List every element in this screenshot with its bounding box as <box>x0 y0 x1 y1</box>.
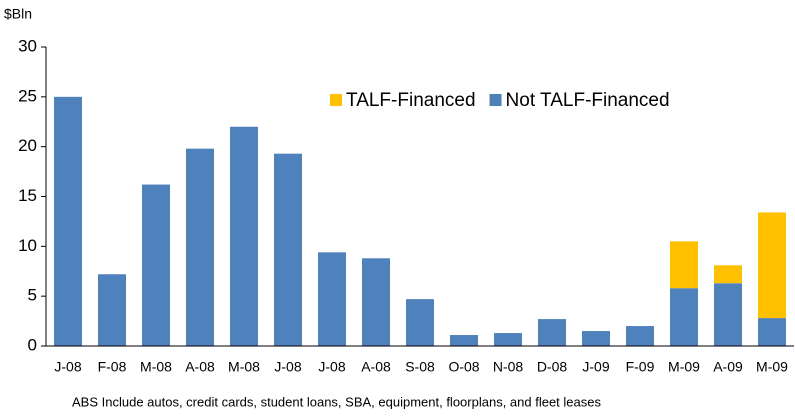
legend-label: Not TALF-Financed <box>506 90 670 111</box>
x-tick-label: S-08 <box>405 359 435 375</box>
y-tick-label: 30 <box>18 36 37 55</box>
bar-segment <box>670 288 698 346</box>
bar-segment <box>538 319 566 346</box>
footnote: ABS Include autos, credit cards, student… <box>72 394 601 409</box>
x-tick-label: A-08 <box>361 359 391 375</box>
bar-segment <box>406 299 434 346</box>
y-tick-label: 20 <box>18 136 37 155</box>
x-tick-label: J-08 <box>54 359 81 375</box>
x-tick-label: A-08 <box>185 359 215 375</box>
bar-segment <box>318 252 346 346</box>
bar-segment <box>450 335 478 346</box>
bar-segment <box>494 333 522 346</box>
y-tick-label: 25 <box>18 86 37 105</box>
legend-swatch <box>330 94 342 106</box>
y-tick-label: 5 <box>28 286 37 305</box>
x-tick-label: F-08 <box>98 359 127 375</box>
x-tick-label: O-08 <box>448 359 479 375</box>
x-tick-label: J-08 <box>318 359 345 375</box>
bar-segment <box>98 274 126 346</box>
bar-segment <box>670 241 698 289</box>
y-tick-label: 0 <box>28 335 37 354</box>
bar-segment <box>714 265 742 284</box>
bar-segment <box>186 148 214 346</box>
x-tick-label: M-09 <box>756 359 788 375</box>
x-tick-label: N-08 <box>493 359 524 375</box>
x-tick-label: A-09 <box>713 359 743 375</box>
bar-segment <box>758 318 786 346</box>
bar-segment <box>582 331 610 346</box>
bar-segment <box>230 126 258 346</box>
y-axis-label: $Bln <box>4 6 32 22</box>
bar-segment <box>626 326 654 346</box>
bar-segment <box>142 184 170 346</box>
bar-segment <box>274 153 302 346</box>
x-tick-label: J-09 <box>582 359 609 375</box>
bar-segment <box>54 96 82 346</box>
x-tick-label: M-08 <box>140 359 172 375</box>
legend-label: TALF-Financed <box>346 90 476 111</box>
bar-segment <box>362 258 390 346</box>
x-tick-label: M-08 <box>228 359 260 375</box>
bar-segment <box>758 212 786 319</box>
x-tick-label: J-08 <box>274 359 301 375</box>
x-tick-label: M-09 <box>668 359 700 375</box>
x-tick-label: D-08 <box>537 359 568 375</box>
legend-swatch <box>489 94 502 106</box>
y-tick-label: 15 <box>18 186 37 205</box>
y-tick-label: 10 <box>18 236 37 255</box>
bar-segment <box>714 283 742 346</box>
x-tick-label: F-09 <box>626 359 655 375</box>
